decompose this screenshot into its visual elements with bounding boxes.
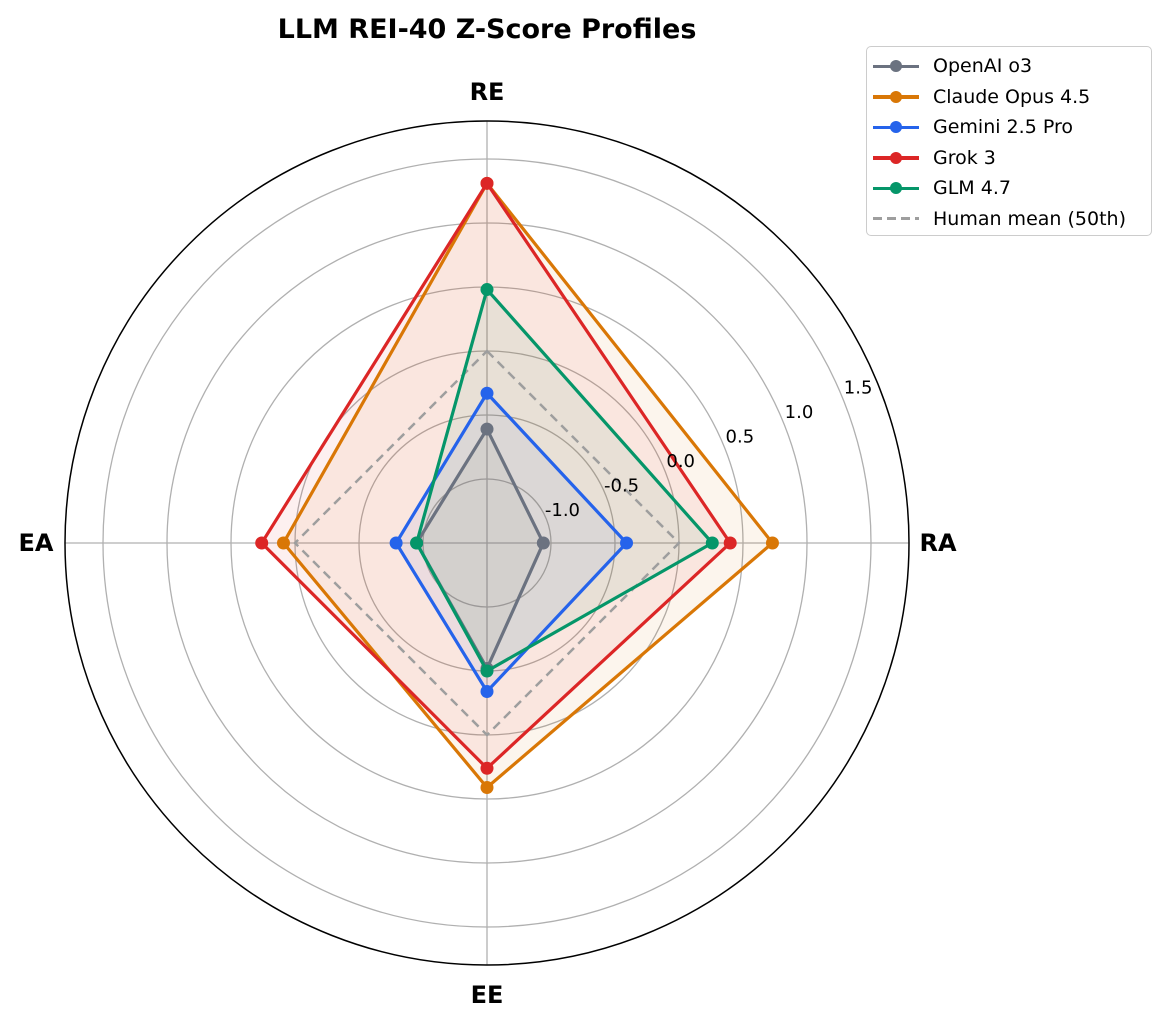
legend-label: Human mean (50th) — [933, 207, 1126, 230]
legend-item: Grok 3 — [873, 143, 1151, 174]
radial-tick-label: -0.5 — [604, 476, 639, 497]
outer-frame — [64, 120, 910, 966]
data-point — [255, 536, 269, 550]
legend-item: Gemini 2.5 Pro — [873, 112, 1151, 143]
legend-label: Grok 3 — [933, 146, 996, 169]
series-fill — [396, 393, 627, 692]
legend-label: GLM 4.7 — [933, 177, 1011, 200]
data-point — [480, 176, 494, 190]
data-point — [705, 536, 719, 550]
legend-item: OpenAI o3 — [873, 51, 1151, 82]
data-point — [480, 422, 494, 436]
radial-tick-label: 0.5 — [726, 427, 755, 448]
series-layer — [255, 176, 779, 794]
data-point — [536, 536, 550, 550]
data-point — [389, 536, 403, 550]
legend-label: Gemini 2.5 Pro — [933, 116, 1073, 139]
radar-grid — [64, 120, 910, 966]
series-fill — [416, 429, 544, 669]
data-point — [723, 536, 737, 550]
legend-item: Human mean (50th) — [873, 204, 1151, 235]
radial-tick-label: 0.0 — [666, 451, 695, 472]
data-point — [480, 283, 494, 297]
radial-tick-label: 1.5 — [844, 378, 873, 399]
legend-swatch-icon — [873, 60, 919, 73]
radial-tick-label: -1.0 — [545, 500, 580, 521]
legend-swatch-icon — [873, 182, 919, 195]
legend-item: Claude Opus 4.5 — [873, 82, 1151, 113]
legend-item: GLM 4.7 — [873, 173, 1151, 204]
data-point — [276, 536, 290, 550]
data-point — [480, 664, 494, 678]
legend: OpenAI o3 Claude Opus 4.5 Gemini 2.5 Pro Gr… — [866, 46, 1152, 236]
axis-labels: RE RA EE EA — [19, 78, 957, 1009]
axis-label-re: RE — [470, 78, 505, 106]
legend-label: Claude Opus 4.5 — [933, 85, 1091, 108]
data-point — [480, 761, 494, 775]
chart-title: LLM REI-40 Z-Score Profiles — [278, 14, 697, 45]
data-point — [765, 536, 779, 550]
series-fill — [283, 183, 773, 788]
legend-swatch-icon — [873, 121, 919, 134]
data-point — [480, 386, 494, 400]
series-fill — [261, 183, 731, 769]
legend-swatch-icon — [873, 213, 919, 225]
series-fill — [416, 289, 713, 671]
radial-tick-labels: -1.0 -0.5 0.0 0.5 1.0 1.5 — [545, 378, 873, 521]
data-point — [620, 536, 634, 550]
legend-swatch-icon — [873, 90, 919, 103]
human-mean-line — [293, 349, 681, 737]
axis-label-ra: RA — [919, 529, 956, 557]
radial-tick-label: 1.0 — [785, 402, 814, 423]
data-point — [410, 536, 424, 550]
axis-label-ee: EE — [471, 981, 504, 1009]
legend-swatch-icon — [873, 151, 919, 164]
data-point — [480, 684, 494, 698]
legend-label: OpenAI o3 — [933, 55, 1033, 78]
data-point — [480, 780, 494, 794]
axis-label-ea: EA — [19, 529, 54, 557]
